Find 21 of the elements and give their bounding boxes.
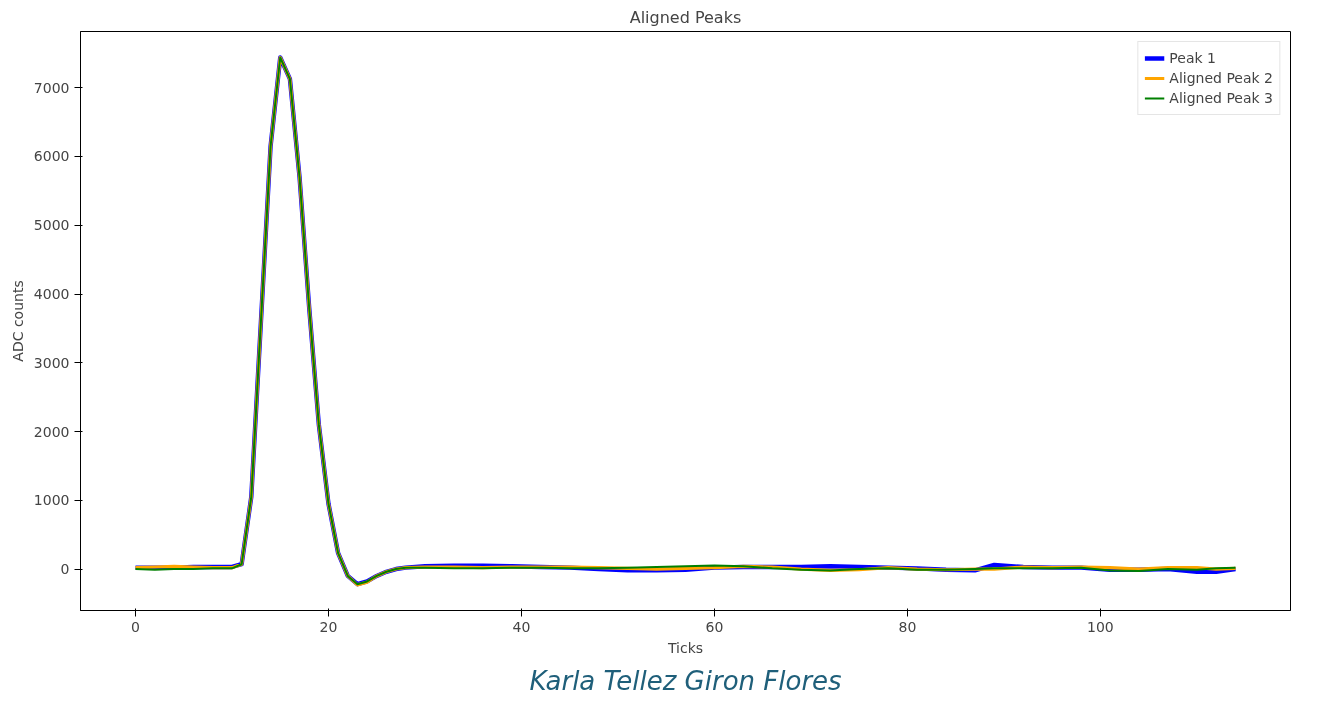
- x-tick-label: 20: [319, 618, 338, 635]
- chart-title: Aligned Peaks: [629, 7, 742, 27]
- x-tick-label: 0: [131, 618, 140, 635]
- y-tick-label: 0: [60, 561, 70, 578]
- text: Karla Tellez Giron Flores: [529, 665, 842, 696]
- legend-label: Peak 1: [1169, 50, 1216, 66]
- legend-label: Aligned Peak 2: [1169, 70, 1273, 86]
- y-tick-label: 5000: [33, 217, 70, 234]
- y-tick-label: 2000: [33, 423, 70, 440]
- x-tick-label: 60: [705, 618, 724, 635]
- y-tick-label: 6000: [33, 148, 70, 165]
- legend-label: Aligned Peak 3: [1169, 90, 1273, 106]
- y-tick-label: 7000: [33, 79, 70, 96]
- x-tick-label: 40: [512, 618, 531, 635]
- y-tick-label: 3000: [33, 354, 70, 371]
- y-tick-label: 1000: [33, 492, 70, 509]
- y-tick-label: 4000: [33, 286, 70, 303]
- x-tick-label: 80: [898, 618, 917, 635]
- x-tick-label: 100: [1087, 618, 1114, 635]
- y-axis-title: ADC counts: [9, 280, 26, 362]
- x-axis-title: Ticks: [666, 639, 704, 656]
